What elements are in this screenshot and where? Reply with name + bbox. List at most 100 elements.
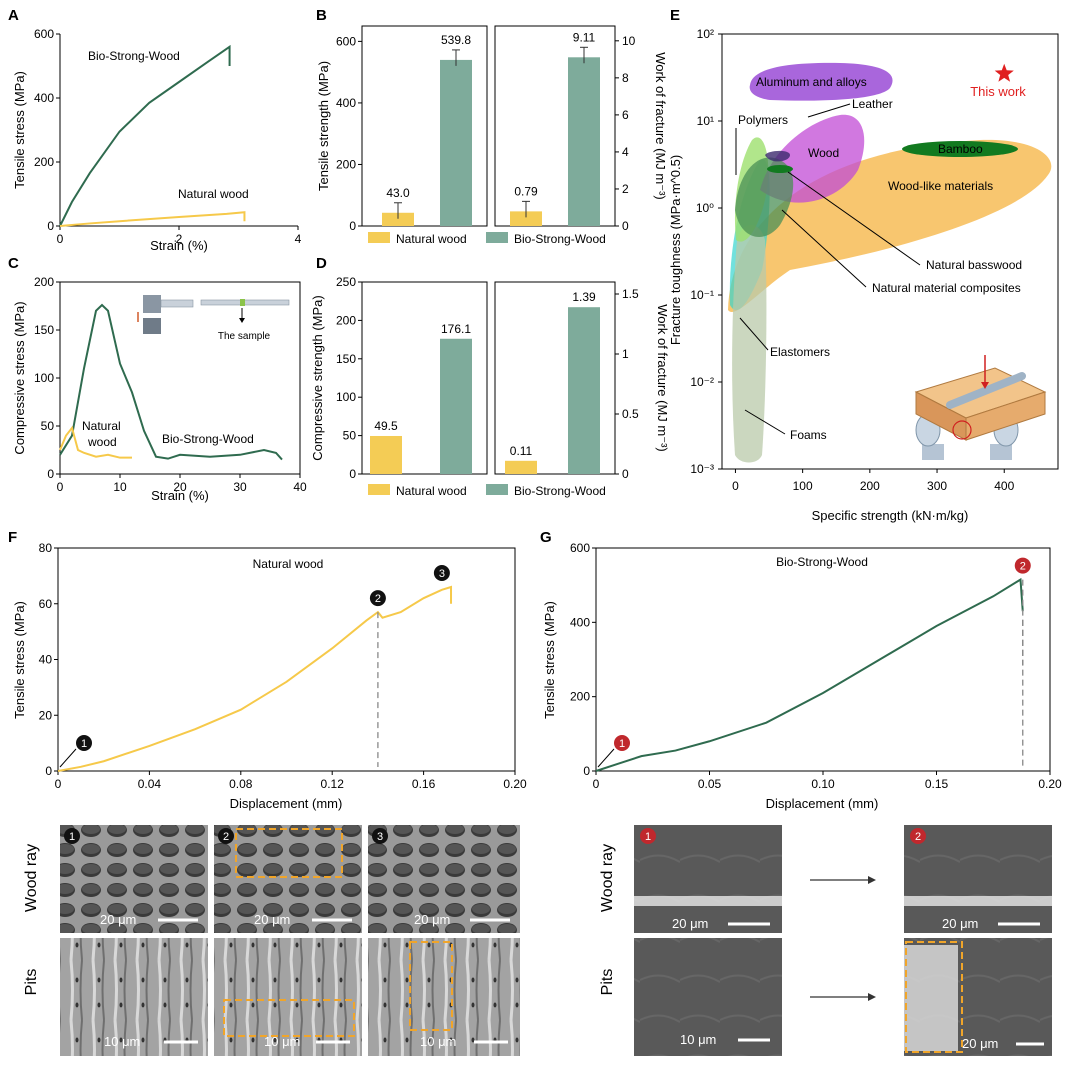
bar-value-label: 43.0	[386, 186, 410, 200]
plot-frame-right	[494, 25, 616, 227]
y2-tick-label: 0.5	[622, 407, 639, 421]
y2-tick-label: 10	[622, 34, 636, 48]
legend-swatch-natural	[368, 484, 390, 495]
bar-primary-0	[370, 435, 402, 474]
label-wood: Wood	[808, 146, 839, 160]
y2-tick-label: 2	[622, 182, 629, 196]
x-tick-label: 300	[927, 479, 947, 493]
y-tick-label: 100	[34, 371, 54, 385]
y-tick-label: 600	[336, 34, 356, 48]
region-aluminum	[749, 62, 893, 101]
series-label-strong: Bio-Strong-Wood	[88, 49, 180, 63]
ticks: 0 100 200 300 400 10⁻³ 10⁻² 10⁻¹ 10⁰ 10¹ 10²	[690, 27, 1014, 493]
bar-secondary-1	[568, 57, 600, 226]
y-tick-label: 200	[34, 155, 54, 169]
y-tick-label: 200	[570, 690, 590, 704]
row-label-pits: Pits	[599, 969, 616, 996]
y-tick-label: 400	[570, 615, 590, 629]
leader-composites	[781, 209, 867, 288]
legend-strong: Bio-Strong-Wood	[514, 484, 606, 498]
leader-foams	[744, 409, 786, 435]
plot-frame	[595, 547, 1051, 772]
leader-elastomers	[739, 317, 769, 351]
x-axis-label: Strain (%)	[150, 238, 208, 253]
legend: Natural wood Bio-Strong-Wood	[368, 232, 606, 246]
panel-a: A 0 2 4 0 200 400 600 Tensile stress (MPa) Str…	[8, 7, 302, 253]
this-work-star	[994, 63, 1014, 82]
bar-value-label: 176.1	[441, 322, 471, 336]
bar-value-label: 1.39	[572, 290, 596, 304]
legend-natural: Natural wood	[396, 232, 467, 246]
legend-swatch-strong	[486, 232, 508, 243]
y2-tick-label: 4	[622, 145, 629, 159]
micrographs-left: Wood ray Pits 20 μm 20 μm 20 μm 10 μm 10…	[23, 825, 520, 1056]
series-line-bio-strong-wood	[595, 577, 1024, 772]
x-tick-label: 0.04	[138, 777, 162, 791]
micrograph-ray-1-edge	[634, 896, 782, 906]
x-tick-label: 20	[173, 480, 187, 494]
y2-axis-label: Work of fracture (MJ m⁻³)	[655, 304, 670, 451]
y-tick-label: 0	[47, 467, 54, 481]
bar-primary-0	[382, 212, 414, 226]
y-tick-label: 10⁰	[696, 201, 714, 215]
marker-leader	[597, 748, 615, 768]
scale-ray-1: 20 μm	[672, 916, 708, 931]
panel-f: F 0 0.04 0.08 0.12 0.16 0.20 0 20 40 60 80 Natural…	[8, 529, 527, 811]
y2-tick-label: 0	[622, 219, 629, 233]
chart-title: Natural wood	[253, 557, 324, 571]
y-tick-label: 60	[39, 597, 53, 611]
marker-label: 2	[1020, 561, 1026, 573]
micro-marker-3	[372, 828, 388, 844]
label-leather: Leather	[852, 97, 893, 111]
bar-secondary-0	[505, 460, 537, 474]
micrograph-pits-3	[368, 938, 520, 1056]
micrograph-pits-1	[60, 938, 208, 1056]
micrographs-right: Wood ray Pits 20 μm 20 μm 10 μm 20 μm 1 …	[599, 825, 1052, 1056]
x-tick-label: 0.05	[698, 777, 722, 791]
ticks: 0 200 400 600 0 2 4 6 8 10	[336, 34, 636, 233]
y2-axis-label: Work of fracture (MJ m⁻³)	[653, 52, 668, 199]
marker-leader	[59, 748, 77, 768]
region-wood-like	[728, 139, 1052, 312]
panel-letter-b: B	[316, 7, 327, 24]
leader-basswood	[787, 171, 921, 266]
legend-strong: Bio-Strong-Wood	[514, 232, 606, 246]
micrograph-ray-1	[634, 825, 782, 933]
y-tick-label: 150	[34, 323, 54, 337]
sample-schematic: The sample	[137, 295, 290, 342]
x-axis-label: Displacement (mm)	[230, 796, 343, 811]
y-axis-label: Tensile stress (MPa)	[542, 601, 557, 719]
y-axis-label: Fracture toughness (MPa·m^0.5)	[668, 155, 683, 345]
scale-ray-2: 20 μm	[942, 916, 978, 931]
legend-swatch-natural	[368, 232, 390, 243]
region-leather	[765, 150, 790, 162]
panel-d: D 0 50 100 150 200 250 0 0.5 1 1.5 49.5 176.1 0.11 1…	[310, 255, 670, 498]
y-tick-label: 10²	[697, 27, 714, 41]
legend-swatch-strong	[486, 484, 508, 495]
y-axis-label: Tensile stress (MPa)	[12, 71, 27, 189]
micrograph-pits-2-fracture	[904, 945, 958, 1051]
support-base-right	[990, 444, 1012, 460]
y-tick-label: 0	[349, 219, 356, 233]
bars-group: 49.5 176.1 0.11 1.39	[370, 290, 600, 474]
x-tick-label: 0.15	[925, 777, 949, 791]
region-composites	[735, 157, 794, 237]
marker-label: 3	[439, 568, 445, 580]
bars-group: 43.0 539.8 0.79 9.11	[382, 30, 600, 227]
y-axis-label: Tensile strength (MPa)	[316, 61, 331, 191]
x-tick-label: 0.08	[229, 777, 253, 791]
panel-c: C 0 10 20 30 40 0 50 100 150 200 Compressive stre…	[8, 255, 307, 503]
ticks: 0 50 100 150 200 250 0 0.5 1 1.5	[336, 275, 639, 481]
label-basswood: Natural basswood	[926, 258, 1022, 272]
sample-marker	[240, 299, 245, 306]
micrograph-ray-2	[214, 825, 362, 933]
y-tick-label: 400	[34, 91, 54, 105]
panel-letter-g: G	[540, 529, 552, 546]
micro-marker-1	[64, 828, 80, 844]
x-tick-label: 0	[55, 777, 62, 791]
series-line-bio-strong-wood	[59, 303, 283, 461]
x-axis-label: Displacement (mm)	[766, 796, 879, 811]
region-basswood	[767, 165, 793, 173]
y-tick-label: 10⁻¹	[690, 288, 714, 302]
scale-pits-2: 20 μm	[962, 1036, 998, 1051]
